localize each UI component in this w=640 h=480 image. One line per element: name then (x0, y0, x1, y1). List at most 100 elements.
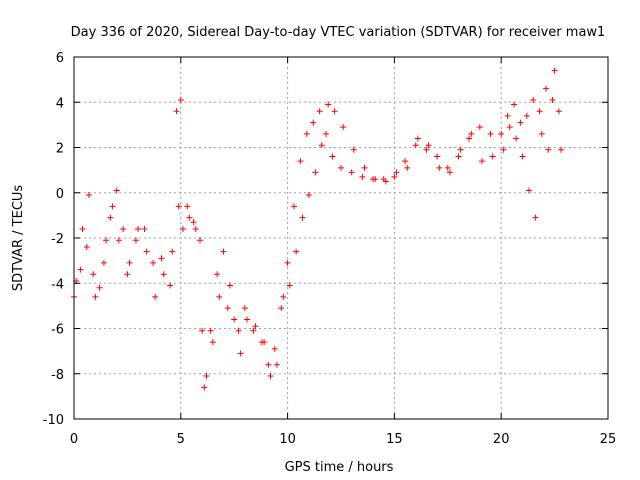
data-point (77, 266, 84, 273)
data-point (286, 282, 293, 289)
data-point (132, 237, 139, 244)
data-point (152, 293, 159, 300)
data-point (414, 135, 421, 142)
data-point (175, 203, 182, 210)
data-point (325, 101, 332, 108)
data-point (252, 323, 259, 330)
data-point (316, 108, 323, 115)
data-point (498, 130, 505, 137)
data-point (83, 244, 90, 251)
y-axis-title: SDTVAR / TECUs (11, 185, 26, 292)
data-point (124, 271, 131, 278)
data-point (90, 271, 97, 278)
x-tick-label: 5 (177, 432, 185, 447)
data-point (402, 158, 409, 165)
data-point (216, 293, 223, 300)
data-point (207, 327, 214, 334)
data-point (391, 173, 398, 180)
y-tick-label: -8 (51, 368, 64, 383)
data-point (107, 214, 114, 221)
x-tick-label: 25 (600, 432, 617, 447)
y-tick-label: -6 (51, 323, 64, 338)
data-point (457, 146, 464, 153)
data-point (331, 108, 338, 115)
data-point (551, 67, 558, 74)
data-point (284, 259, 291, 266)
data-point (489, 153, 496, 160)
data-point (120, 225, 127, 232)
data-point (517, 119, 524, 126)
y-tick-label: 2 (56, 142, 64, 157)
y-tick-label: -10 (43, 413, 64, 428)
data-point (143, 248, 150, 255)
data-point (235, 327, 242, 334)
data-point (340, 124, 347, 131)
x-tick-label: 10 (279, 432, 296, 447)
y-tick-label: 4 (56, 96, 64, 111)
data-point (190, 219, 197, 226)
data-point (444, 164, 451, 171)
x-axis-title: GPS time / hours (285, 460, 394, 475)
data-point (305, 192, 312, 199)
y-tick-label: -2 (51, 232, 64, 247)
data-point (177, 96, 184, 103)
data-point (237, 350, 244, 357)
data-point (382, 178, 389, 185)
data-point (530, 96, 537, 103)
x-tick-label: 15 (386, 432, 403, 447)
data-point (513, 135, 520, 142)
data-point (446, 169, 453, 176)
data-point (96, 284, 103, 291)
data-point (231, 316, 238, 323)
data-point (109, 203, 116, 210)
data-point (160, 271, 167, 278)
data-point (173, 108, 180, 115)
data-point (318, 142, 325, 149)
data-point (511, 101, 518, 108)
axis-ticks: 0 5 10 15 20 25 -10 -8 -6 -4 -2 0 2 4 6 (43, 51, 617, 447)
data-point (455, 153, 462, 160)
data-point (555, 108, 562, 115)
data-point (158, 255, 165, 262)
data-point (558, 146, 565, 153)
data-point (220, 248, 227, 255)
data-point (126, 259, 133, 266)
data-point (545, 146, 552, 153)
data-point (224, 305, 231, 312)
data-point (361, 164, 368, 171)
data-point (500, 146, 507, 153)
data-point (203, 373, 210, 380)
data-point (297, 158, 304, 165)
data-point (79, 225, 86, 232)
data-point (280, 293, 287, 300)
data-point (323, 130, 330, 137)
data-point (113, 187, 120, 194)
data-point (434, 153, 441, 160)
data-point (538, 130, 545, 137)
data-point (299, 214, 306, 221)
data-point (141, 225, 148, 232)
y-tick-label: 0 (56, 187, 64, 202)
data-point (273, 361, 280, 368)
data-point (226, 282, 233, 289)
data-point (115, 237, 122, 244)
data-point (549, 96, 556, 103)
data-point (404, 164, 411, 171)
data-markers (71, 67, 565, 391)
data-point (179, 225, 186, 232)
data-point (312, 169, 319, 176)
data-point (241, 305, 248, 312)
data-point (350, 146, 357, 153)
data-point (310, 119, 317, 126)
data-point (436, 164, 443, 171)
data-point (338, 164, 344, 171)
y-tick-label: -4 (51, 277, 64, 292)
data-point (532, 214, 539, 221)
data-point (478, 158, 485, 165)
data-point (372, 176, 379, 183)
data-point (199, 327, 206, 334)
data-point (359, 173, 366, 180)
data-point (543, 85, 550, 92)
data-point (244, 316, 251, 323)
